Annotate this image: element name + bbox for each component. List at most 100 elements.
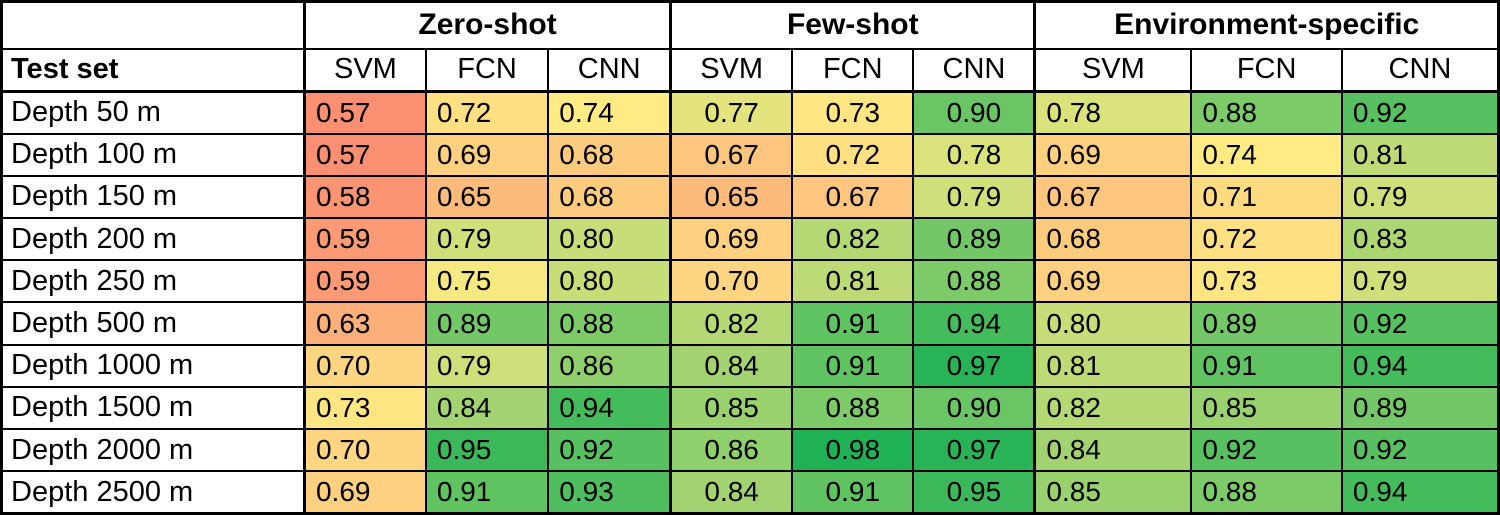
value-cell: 0.67 bbox=[1033, 174, 1193, 220]
col-header-envspecific-cnn: CNN bbox=[1340, 47, 1500, 93]
value-cell: 0.72 bbox=[424, 90, 550, 135]
value-cell: 0.89 bbox=[1340, 385, 1500, 431]
value-cell: 0.59 bbox=[302, 259, 427, 304]
value-cell: 0.80 bbox=[547, 217, 672, 262]
value-cell: 0.80 bbox=[1033, 301, 1193, 346]
value-cell: 0.57 bbox=[302, 132, 427, 177]
value-cell: 0.71 bbox=[1190, 174, 1343, 220]
value-cell: 0.82 bbox=[1033, 385, 1193, 431]
value-cell: 0.84 bbox=[669, 343, 794, 388]
group-header-few-shot: Few-shot bbox=[669, 0, 1036, 50]
value-cell: 0.82 bbox=[669, 301, 794, 346]
value-cell: 0.68 bbox=[1033, 217, 1193, 262]
value-cell: 0.85 bbox=[669, 385, 794, 431]
value-cell: 0.73 bbox=[302, 385, 427, 431]
value-cell: 0.93 bbox=[547, 470, 672, 515]
value-cell: 0.80 bbox=[547, 259, 672, 304]
table-row: Depth 200 m 0.59 0.79 0.80 0.69 0.82 0.89 0.68 0… bbox=[0, 217, 1500, 262]
value-cell: 0.78 bbox=[1033, 90, 1193, 135]
value-cell: 0.91 bbox=[791, 343, 915, 388]
col-header-envspecific-svm: SVM bbox=[1033, 47, 1193, 93]
row-label: Depth 1500 m bbox=[0, 385, 306, 431]
value-cell: 0.70 bbox=[302, 427, 427, 473]
value-cell: 0.88 bbox=[1190, 90, 1343, 135]
value-cell: 0.91 bbox=[791, 470, 915, 515]
value-cell: 0.70 bbox=[669, 259, 794, 304]
value-cell: 0.82 bbox=[791, 217, 915, 262]
value-cell: 0.79 bbox=[424, 217, 550, 262]
value-cell: 0.95 bbox=[424, 427, 550, 473]
value-cell: 0.77 bbox=[669, 90, 794, 135]
value-cell: 0.69 bbox=[424, 132, 550, 177]
value-cell: 0.92 bbox=[547, 427, 672, 473]
value-cell: 0.67 bbox=[669, 132, 794, 177]
value-cell: 0.73 bbox=[791, 90, 915, 135]
value-cell: 0.63 bbox=[302, 301, 427, 346]
value-cell: 0.95 bbox=[912, 470, 1036, 515]
value-cell: 0.68 bbox=[547, 132, 672, 177]
table-row: Depth 50 m 0.57 0.72 0.74 0.77 0.73 0.90 0.78 0.… bbox=[0, 90, 1500, 135]
col-header-envspecific-fcn: FCN bbox=[1190, 47, 1343, 93]
value-cell: 0.92 bbox=[1190, 427, 1343, 473]
value-cell: 0.94 bbox=[912, 301, 1036, 346]
table-body: Depth 50 m 0.57 0.72 0.74 0.77 0.73 0.90 0.78 0.… bbox=[0, 90, 1500, 515]
row-label: Depth 50 m bbox=[0, 90, 306, 135]
value-cell: 0.65 bbox=[424, 174, 550, 220]
row-label: Depth 200 m bbox=[0, 217, 306, 262]
table-row: Depth 500 m 0.63 0.89 0.88 0.82 0.91 0.94 0.80 0… bbox=[0, 301, 1500, 346]
table-row: Depth 150 m 0.58 0.65 0.68 0.65 0.67 0.79 0.67 0… bbox=[0, 174, 1500, 220]
table-row: Depth 1500 m 0.73 0.84 0.94 0.85 0.88 0.90 0.82… bbox=[0, 385, 1500, 431]
value-cell: 0.65 bbox=[669, 174, 794, 220]
table-row: Depth 100 m 0.57 0.69 0.68 0.67 0.72 0.78 0.69 0… bbox=[0, 132, 1500, 177]
test-set-header: Test set bbox=[0, 47, 306, 93]
value-cell: 0.79 bbox=[424, 343, 550, 388]
value-cell: 0.90 bbox=[912, 385, 1036, 431]
value-cell: 0.98 bbox=[791, 427, 915, 473]
row-label: Depth 1000 m bbox=[0, 343, 306, 388]
value-cell: 0.72 bbox=[1190, 217, 1343, 262]
value-cell: 0.72 bbox=[791, 132, 915, 177]
value-cell: 0.94 bbox=[547, 385, 672, 431]
value-cell: 0.75 bbox=[424, 259, 550, 304]
col-header-zeroshot-fcn: FCN bbox=[424, 47, 550, 93]
group-header-zero-shot: Zero-shot bbox=[302, 0, 672, 50]
row-label: Depth 100 m bbox=[0, 132, 306, 177]
table-row: Depth 250 m 0.59 0.75 0.80 0.70 0.81 0.88 0.69 0… bbox=[0, 259, 1500, 304]
col-header-fewshot-svm: SVM bbox=[669, 47, 794, 93]
value-cell: 0.69 bbox=[1033, 132, 1193, 177]
value-cell: 0.59 bbox=[302, 217, 427, 262]
value-cell: 0.83 bbox=[1340, 217, 1500, 262]
value-cell: 0.81 bbox=[791, 259, 915, 304]
value-cell: 0.92 bbox=[1340, 301, 1500, 346]
model-header-row: Test set SVM FCN CNN SVM FCN CNN SVM FCN… bbox=[0, 47, 1500, 93]
value-cell: 0.86 bbox=[669, 427, 794, 473]
col-header-zeroshot-cnn: CNN bbox=[547, 47, 672, 93]
group-header-row: Zero-shot Few-shot Environment-specific bbox=[0, 0, 1500, 50]
value-cell: 0.74 bbox=[547, 90, 672, 135]
value-cell: 0.91 bbox=[1190, 343, 1343, 388]
value-cell: 0.89 bbox=[1190, 301, 1343, 346]
col-header-fewshot-fcn: FCN bbox=[791, 47, 915, 93]
corner-cell bbox=[0, 0, 306, 50]
value-cell: 0.69 bbox=[302, 470, 427, 515]
table-row: Depth 2000 m 0.70 0.95 0.92 0.86 0.98 0.97 0.84… bbox=[0, 427, 1500, 473]
value-cell: 0.81 bbox=[1033, 343, 1193, 388]
value-cell: 0.69 bbox=[1033, 259, 1193, 304]
value-cell: 0.92 bbox=[1340, 427, 1500, 473]
value-cell: 0.73 bbox=[1190, 259, 1343, 304]
col-header-fewshot-cnn: CNN bbox=[912, 47, 1036, 93]
value-cell: 0.84 bbox=[1033, 427, 1193, 473]
table-row: Depth 1000 m 0.70 0.79 0.86 0.84 0.91 0.97 0.81… bbox=[0, 343, 1500, 388]
value-cell: 0.85 bbox=[1190, 385, 1343, 431]
value-cell: 0.79 bbox=[1340, 174, 1500, 220]
value-cell: 0.91 bbox=[791, 301, 915, 346]
value-cell: 0.67 bbox=[791, 174, 915, 220]
value-cell: 0.74 bbox=[1190, 132, 1343, 177]
value-cell: 0.86 bbox=[547, 343, 672, 388]
group-header-environment-specific: Environment-specific bbox=[1033, 0, 1500, 50]
value-cell: 0.57 bbox=[302, 90, 427, 135]
value-cell: 0.91 bbox=[424, 470, 550, 515]
value-cell: 0.84 bbox=[424, 385, 550, 431]
value-cell: 0.88 bbox=[1190, 470, 1343, 515]
